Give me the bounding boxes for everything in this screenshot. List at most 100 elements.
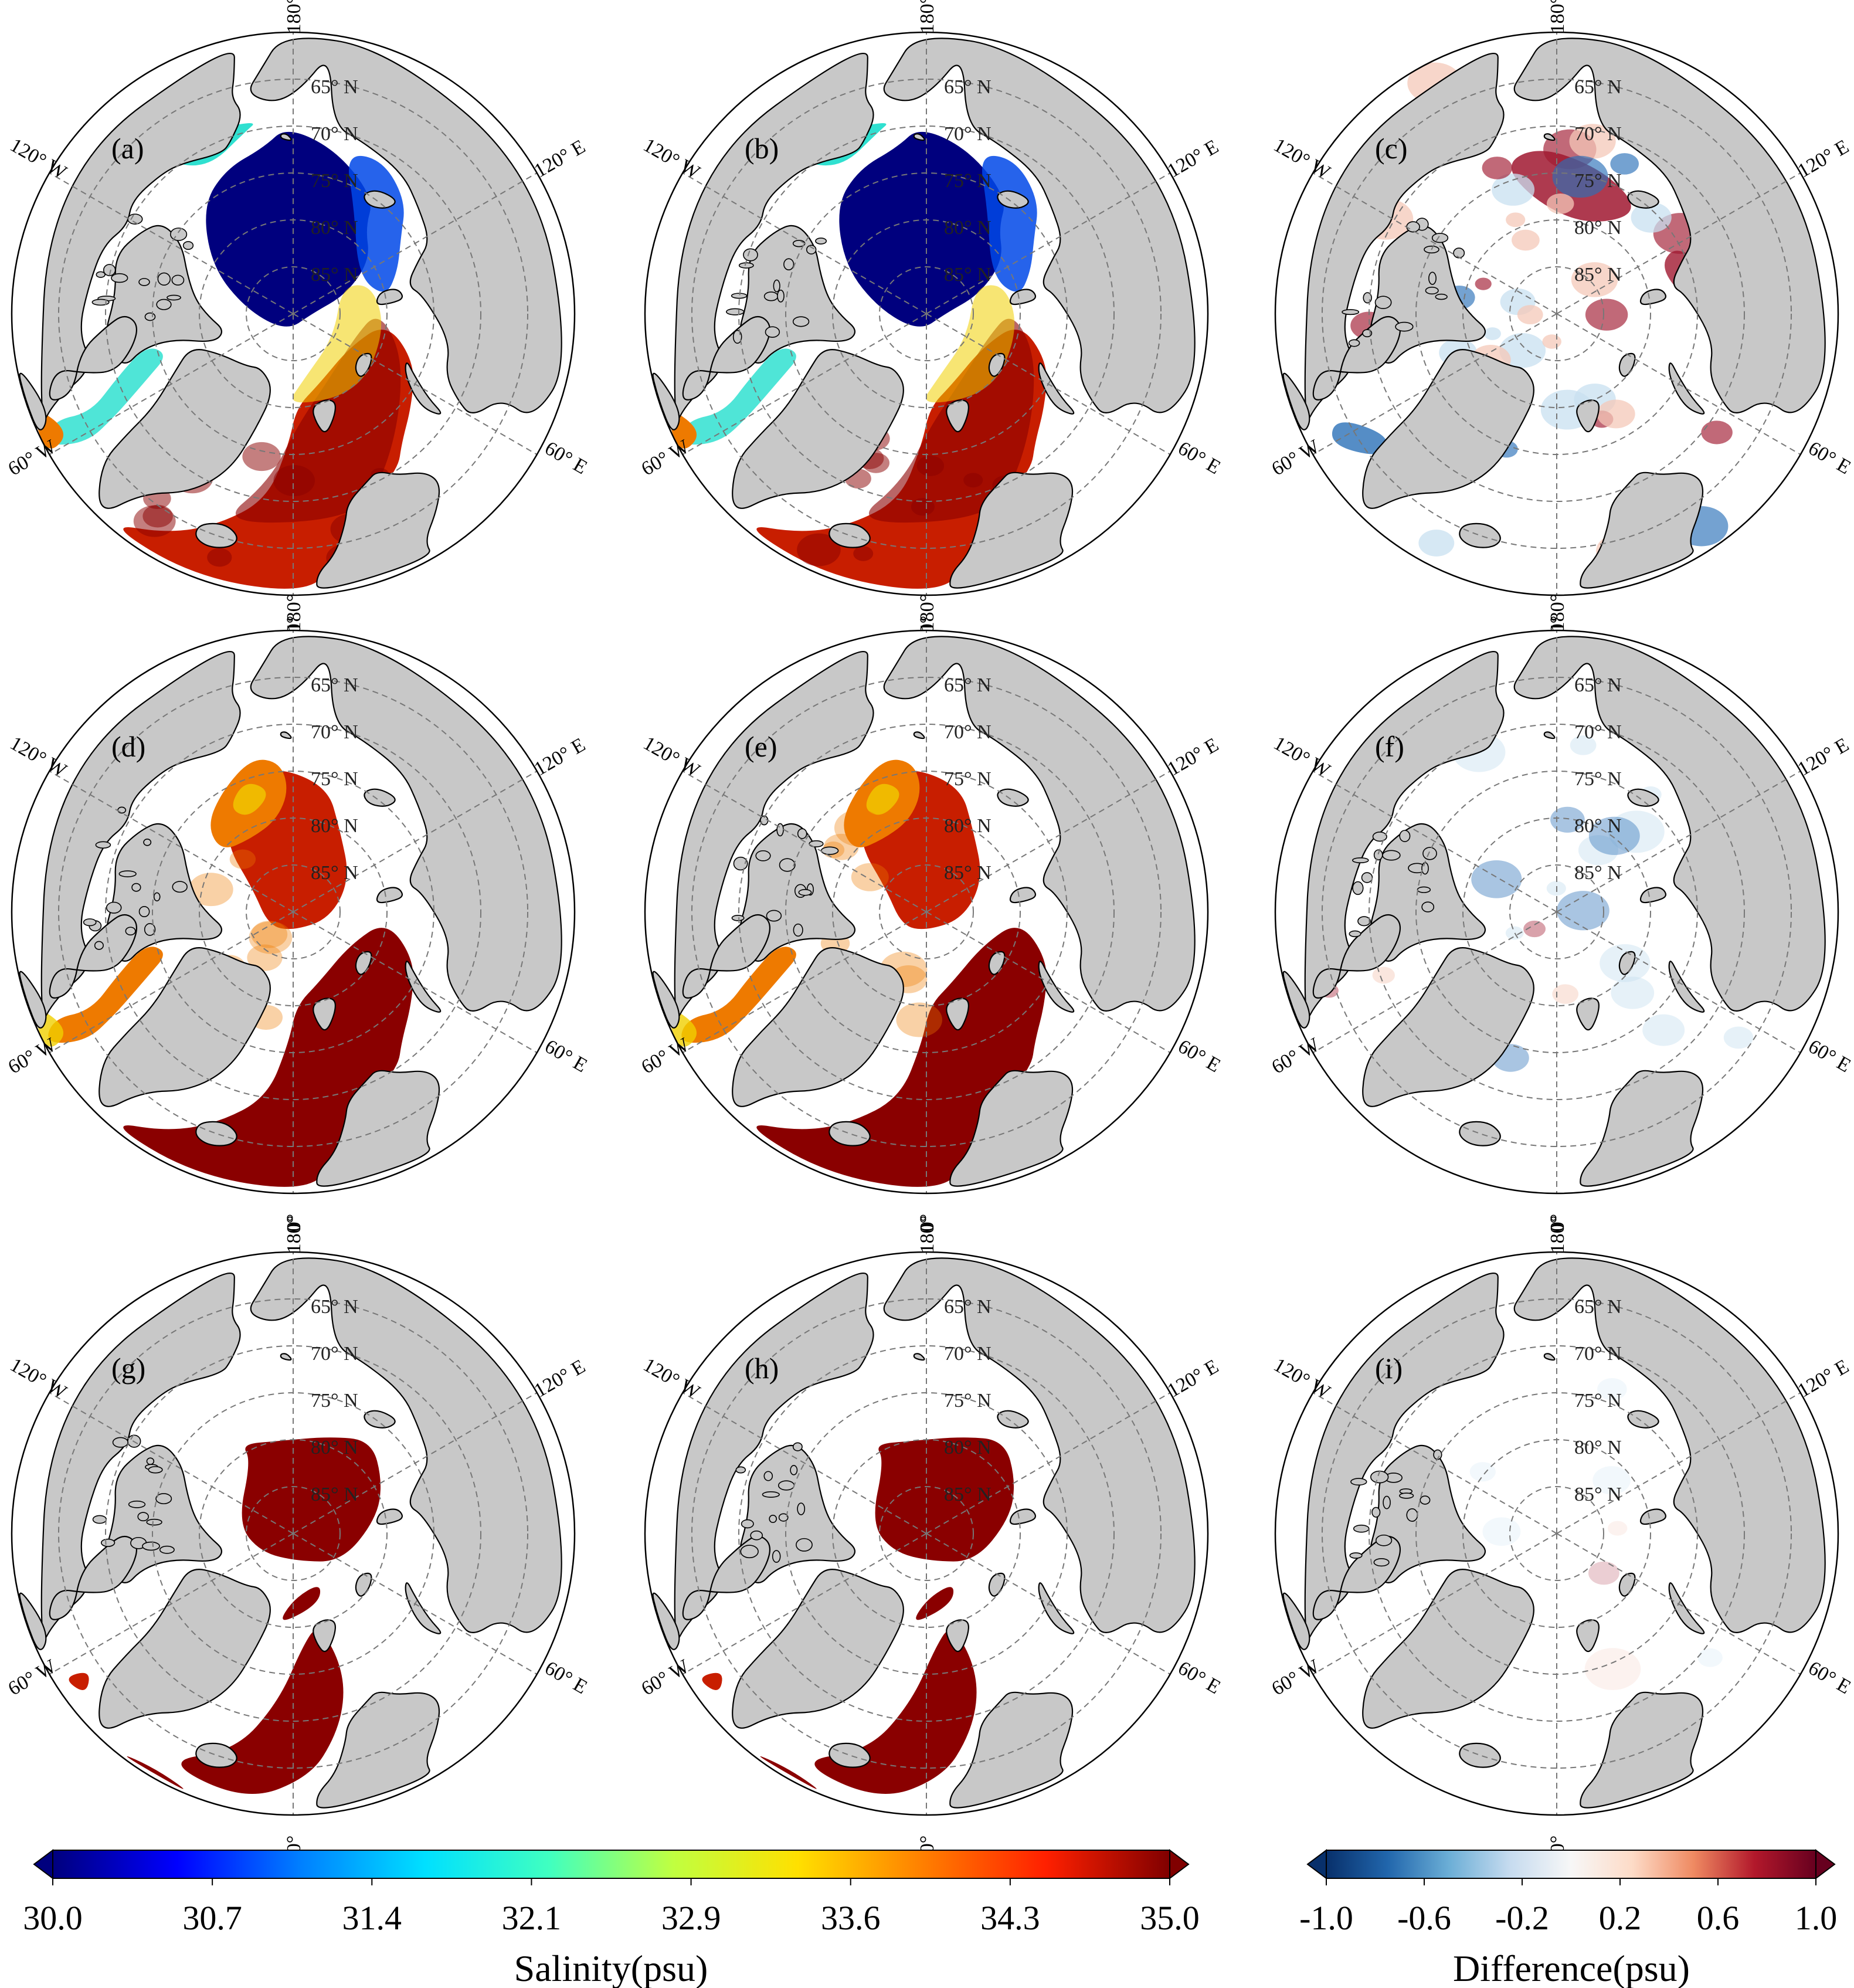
land-island xyxy=(1421,901,1435,912)
meridian-line xyxy=(293,1533,546,1680)
longitude-label-120e: 120° E xyxy=(531,135,589,182)
land-baffin xyxy=(49,1536,138,1620)
land-severnaya xyxy=(1639,887,1667,904)
salinity-texture xyxy=(242,442,281,471)
longitude-label-60w: 60° W xyxy=(5,1034,60,1078)
meridian-line xyxy=(1556,1387,1809,1534)
latitude-label: 85° N xyxy=(311,1484,358,1505)
central-arctic-region xyxy=(875,1437,1014,1562)
meridian-line xyxy=(1304,1533,1557,1680)
land-island xyxy=(169,228,188,241)
land-iceland xyxy=(828,1742,871,1768)
land-island xyxy=(792,1442,803,1451)
land-iceland xyxy=(1459,523,1501,548)
longitude-label-60e: 60° E xyxy=(1805,1036,1854,1077)
land-island xyxy=(741,1519,754,1529)
land-island xyxy=(1395,321,1414,332)
land-island xyxy=(111,273,128,283)
land-island xyxy=(815,238,827,245)
land-russia xyxy=(1513,1257,1826,1633)
positive-difference-blob xyxy=(1571,262,1618,297)
land-severnaya xyxy=(1639,289,1667,306)
land-island xyxy=(112,1437,129,1448)
map-area xyxy=(645,1252,1208,1815)
land-greenland xyxy=(732,349,904,509)
land-franzjosef xyxy=(988,951,1006,975)
latitude-label: 70° N xyxy=(944,1343,991,1365)
salinity-texture xyxy=(853,546,874,561)
graticule xyxy=(1304,32,1809,595)
salinity-colorbar-tick-label: 30.0 xyxy=(23,1899,83,1937)
difference-colorbar-high-arrow xyxy=(1815,1849,1836,1880)
land-island xyxy=(777,289,785,303)
longitude-label-180: 180° xyxy=(1547,594,1568,632)
meridian-line xyxy=(40,168,294,314)
map-panel-i: 65° N 70° N 75° N 80° N 85° N 180°0° 120° W 120… xyxy=(1268,1216,1854,1854)
meridian-line xyxy=(293,1387,546,1534)
land-island xyxy=(735,1466,746,1474)
panel-label: (h) xyxy=(745,1352,779,1385)
longitude-label-120e: 120° E xyxy=(1164,1355,1223,1402)
latitude-circle xyxy=(738,724,1115,1100)
negative-difference-blob xyxy=(1588,816,1640,856)
latitude-label: 75° N xyxy=(944,170,991,192)
land-russia xyxy=(883,1257,1196,1633)
longitude-label-120e: 120° E xyxy=(1794,1355,1853,1402)
negative-difference-blob xyxy=(1550,806,1585,833)
graticule xyxy=(40,630,546,1193)
atlantic-water-region xyxy=(123,928,414,1187)
land-franzjosef xyxy=(988,352,1006,377)
land-scandinavia xyxy=(316,471,440,589)
land-wrangel xyxy=(280,1353,292,1361)
land-nsib xyxy=(364,1410,396,1429)
land-island xyxy=(765,326,780,338)
longitude-label-60w: 60° W xyxy=(638,436,694,480)
baffin-bay-region xyxy=(681,946,796,1043)
latitude-label: 70° N xyxy=(311,123,358,145)
positive-difference-blob xyxy=(1517,305,1543,325)
land-island xyxy=(146,1457,155,1465)
difference-colorbar-tick-label: -0.2 xyxy=(1495,1899,1549,1937)
land-nsib xyxy=(997,190,1029,209)
land-nsib xyxy=(1627,1410,1659,1429)
longitude-label-120e: 120° E xyxy=(531,1355,589,1402)
land-franzjosef xyxy=(355,951,372,975)
map-boundary xyxy=(1274,1251,1839,1816)
land-island xyxy=(1422,847,1437,860)
meridian-line xyxy=(926,766,1179,912)
land-island xyxy=(1357,916,1371,927)
negative-difference-blob xyxy=(1592,1466,1631,1495)
longitude-label-180: 180° xyxy=(1547,1216,1568,1254)
latitude-label: 70° N xyxy=(1574,1343,1622,1365)
latitude-label: 65° N xyxy=(1574,76,1622,98)
land-island xyxy=(1406,221,1420,233)
land-wrangel xyxy=(913,1353,925,1361)
land-island xyxy=(157,272,171,286)
meridian-line xyxy=(674,1387,927,1534)
negative-difference-blob xyxy=(1723,1026,1754,1049)
latitude-label: 65° N xyxy=(311,76,358,98)
land-island xyxy=(1373,1558,1390,1567)
salinity-texture xyxy=(834,809,884,847)
difference-colorbar-tick-label: 0.6 xyxy=(1697,1899,1740,1937)
land-island xyxy=(731,915,745,921)
land-svalbard xyxy=(313,399,337,433)
land-island xyxy=(769,1514,777,1524)
meridian-line xyxy=(926,168,1179,314)
salinity-colorbar: 30.0 30.7 31.4 32.1 32.9 33.6 34.3 35.0 Salinit… xyxy=(23,1849,1200,1988)
latitude-label: 80° N xyxy=(944,815,991,837)
graticule xyxy=(674,630,1179,1193)
latitude-label: 70° N xyxy=(1574,123,1622,145)
map-area xyxy=(12,630,575,1193)
meridian-line xyxy=(1556,911,1809,1058)
meridian-line xyxy=(926,911,1179,1058)
negative-difference-blob xyxy=(1418,530,1455,557)
land-iceland xyxy=(195,1121,237,1146)
longitude-label-0: 0° xyxy=(916,1214,938,1232)
land-island xyxy=(763,291,779,301)
negative-difference-blob xyxy=(1642,1014,1685,1046)
latitude-label: 80° N xyxy=(311,217,358,239)
positive-difference-blob xyxy=(1597,399,1635,429)
positive-difference-blob xyxy=(1372,966,1395,984)
